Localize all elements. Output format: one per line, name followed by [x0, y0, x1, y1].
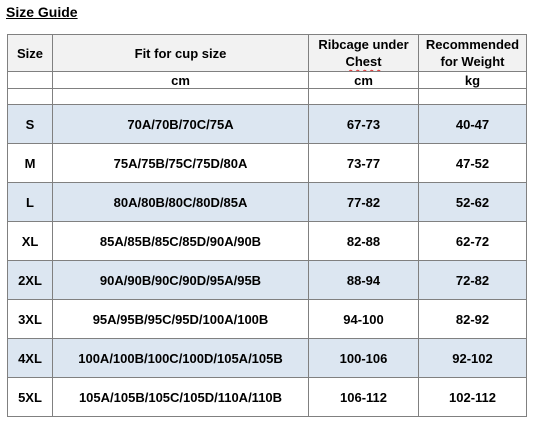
size-cell: L: [7, 182, 53, 222]
ribcage-cell: 100-106: [308, 338, 419, 378]
ribcage-cell: 88-94: [308, 260, 419, 300]
ribcage-cell: 94-100: [308, 299, 419, 339]
unit-fit: cm: [52, 71, 309, 89]
header-weight: Recommended for Weight: [418, 34, 527, 72]
unit-weight: kg: [418, 71, 527, 89]
cup-cell: 80A/80B/80C/80D/85A: [52, 182, 309, 222]
cup-cell: 70A/70B/70C/75A: [52, 104, 309, 144]
ribcage-cell: 73-77: [308, 143, 419, 183]
header-row: Size Fit for cup size Ribcage under Ches…: [7, 34, 527, 72]
header-weight-line2: for Weight: [440, 54, 505, 69]
table-row: XL 85A/85B/85C/85D/90A/90B 82-88 62-72: [7, 221, 527, 261]
unit-row: cm cm kg: [7, 71, 527, 89]
weight-cell: 52-62: [418, 182, 527, 222]
header-fit: Fit for cup size: [52, 34, 309, 72]
size-cell: 3XL: [7, 299, 53, 339]
header-weight-line1: Recommended: [425, 37, 520, 52]
size-cell: XL: [7, 221, 53, 261]
size-guide-table: Size Fit for cup size Ribcage under Ches…: [7, 34, 527, 417]
table-row: M 75A/75B/75C/75D/80A 73-77 47-52: [7, 143, 527, 183]
weight-cell: 62-72: [418, 221, 527, 261]
table-row: 2XL 90A/90B/90C/90D/95A/95B 88-94 72-82: [7, 260, 527, 300]
size-cell: M: [7, 143, 53, 183]
ribcage-cell: 67-73: [308, 104, 419, 144]
cup-cell: 105A/105B/105C/105D/110A/110B: [52, 377, 309, 417]
ribcage-cell: 106-112: [308, 377, 419, 417]
header-size-label: Size: [16, 45, 43, 61]
spacer-cell: [418, 88, 527, 105]
header-ribcage: Ribcage under Chest: [308, 34, 419, 72]
ribcage-cell: 77-82: [308, 182, 419, 222]
table-row: 5XL 105A/105B/105C/105D/110A/110B 106-11…: [7, 377, 527, 417]
table-row: S 70A/70B/70C/75A 67-73 40-47: [7, 104, 527, 144]
table-row: 3XL 95A/95B/95C/95D/100A/100B 94-100 82-…: [7, 299, 527, 339]
unit-size: [7, 71, 53, 89]
ribcage-cell: 82-88: [308, 221, 419, 261]
cup-cell: 85A/85B/85C/85D/90A/90B: [52, 221, 309, 261]
header-size: Size: [7, 34, 53, 72]
spacer-cell: [52, 88, 309, 105]
size-cell: 2XL: [7, 260, 53, 300]
weight-cell: 92-102: [418, 338, 527, 378]
size-cell: 4XL: [7, 338, 53, 378]
weight-cell: 82-92: [418, 299, 527, 339]
cup-cell: 95A/95B/95C/95D/100A/100B: [52, 299, 309, 339]
spacer-cell: [308, 88, 419, 105]
header-fit-label: Fit for cup size: [134, 45, 227, 61]
size-cell: S: [7, 104, 53, 144]
spacer-cell: [7, 88, 53, 105]
weight-cell: 47-52: [418, 143, 527, 183]
page-title: Size Guide: [6, 4, 78, 20]
spacer-row: [7, 88, 527, 105]
cup-cell: 75A/75B/75C/75D/80A: [52, 143, 309, 183]
table-row: 4XL 100A/100B/100C/100D/105A/105B 100-10…: [7, 338, 527, 378]
header-ribcage-line2: Chest: [345, 54, 382, 69]
table-row: L 80A/80B/80C/80D/85A 77-82 52-62: [7, 182, 527, 222]
cup-cell: 90A/90B/90C/90D/95A/95B: [52, 260, 309, 300]
unit-ribcage: cm: [308, 71, 419, 89]
weight-cell: 102-112: [418, 377, 527, 417]
weight-cell: 72-82: [418, 260, 527, 300]
size-cell: 5XL: [7, 377, 53, 417]
cup-cell: 100A/100B/100C/100D/105A/105B: [52, 338, 309, 378]
header-ribcage-line1: Ribcage under: [318, 37, 409, 52]
weight-cell: 40-47: [418, 104, 527, 144]
